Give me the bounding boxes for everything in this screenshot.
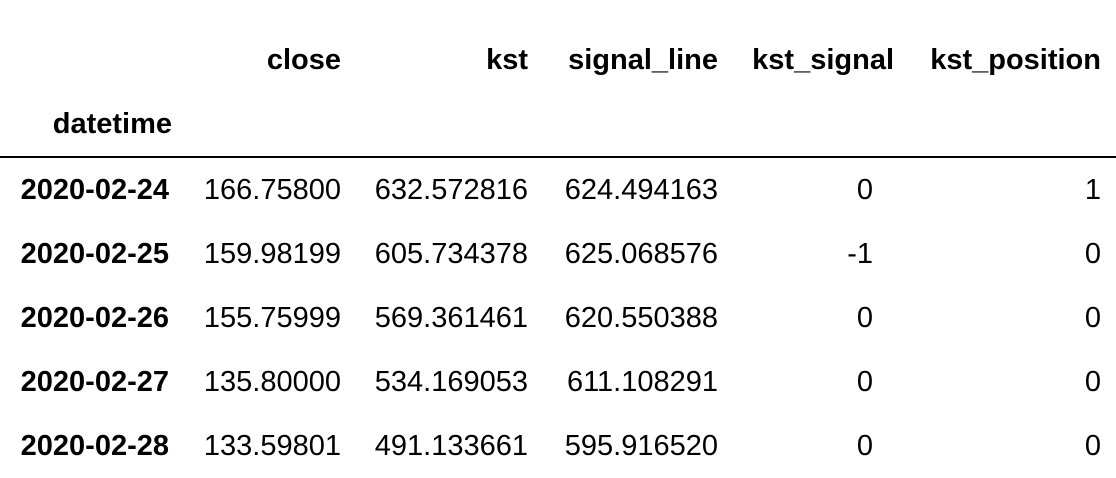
table-row: 2020-02-26 155.75999 569.361461 620.5503… <box>0 286 1116 350</box>
cell-close: 155.75999 <box>203 301 341 334</box>
column-header-kst-position: kst_position <box>930 43 1101 76</box>
cell-kst-signal: 0 <box>856 173 873 206</box>
index-name-row: datetime <box>0 92 1116 158</box>
row-index: 2020-02-28 <box>20 429 169 462</box>
table-row: 2020-02-27 135.80000 534.169053 611.1082… <box>0 350 1116 414</box>
column-header-row: close kst signal_line kst_signal kst_pos… <box>0 28 1116 92</box>
cell-close: 135.80000 <box>203 365 341 398</box>
cell-kst-signal: 0 <box>856 429 873 462</box>
table-row: 2020-02-28 133.59801 491.133661 595.9165… <box>0 414 1116 478</box>
cell-signal-line: 595.916520 <box>564 429 718 462</box>
cell-kst-position: 0 <box>1084 429 1101 462</box>
cell-close: 159.98199 <box>203 237 341 270</box>
cell-kst: 491.133661 <box>374 429 528 462</box>
cell-close: 166.75800 <box>203 173 341 206</box>
cell-signal-line: 620.550388 <box>564 301 718 334</box>
dataframe-table: close kst signal_line kst_signal kst_pos… <box>0 28 1116 478</box>
cell-kst-position: 0 <box>1084 301 1101 334</box>
column-header-kst: kst <box>486 43 528 76</box>
empty-cell <box>342 92 530 158</box>
column-header-close: close <box>266 43 341 76</box>
cell-signal-line: 625.068576 <box>564 237 718 270</box>
table-row: 2020-02-25 159.98199 605.734378 625.0685… <box>0 222 1116 286</box>
cell-kst-position: 0 <box>1084 237 1101 270</box>
cell-signal-line: 624.494163 <box>564 173 718 206</box>
column-header-kst-signal: kst_signal <box>752 43 894 76</box>
column-header-signal-line: signal_line <box>568 43 718 76</box>
cell-kst: 632.572816 <box>374 173 528 206</box>
cell-kst: 534.169053 <box>374 365 528 398</box>
empty-cell <box>530 92 720 158</box>
index-name-header: datetime <box>0 92 172 158</box>
row-index: 2020-02-24 <box>20 173 169 206</box>
empty-cell <box>896 92 1116 158</box>
cell-kst-signal: -1 <box>847 237 873 270</box>
empty-cell <box>172 92 342 158</box>
row-index: 2020-02-25 <box>20 237 169 270</box>
cell-close: 133.59801 <box>203 429 341 462</box>
cell-kst-signal: 0 <box>856 301 873 334</box>
cell-kst-position: 0 <box>1084 365 1101 398</box>
cell-kst-position: 1 <box>1084 173 1101 206</box>
table-row: 2020-02-24 166.75800 632.572816 624.4941… <box>0 157 1116 222</box>
cell-kst-signal: 0 <box>856 365 873 398</box>
cell-kst: 605.734378 <box>374 237 528 270</box>
cell-kst: 569.361461 <box>374 301 528 334</box>
cell-signal-line: 611.108291 <box>566 365 718 398</box>
empty-cell <box>720 92 896 158</box>
row-index: 2020-02-27 <box>20 365 169 398</box>
row-index: 2020-02-26 <box>20 301 169 334</box>
corner-cell <box>0 28 172 92</box>
